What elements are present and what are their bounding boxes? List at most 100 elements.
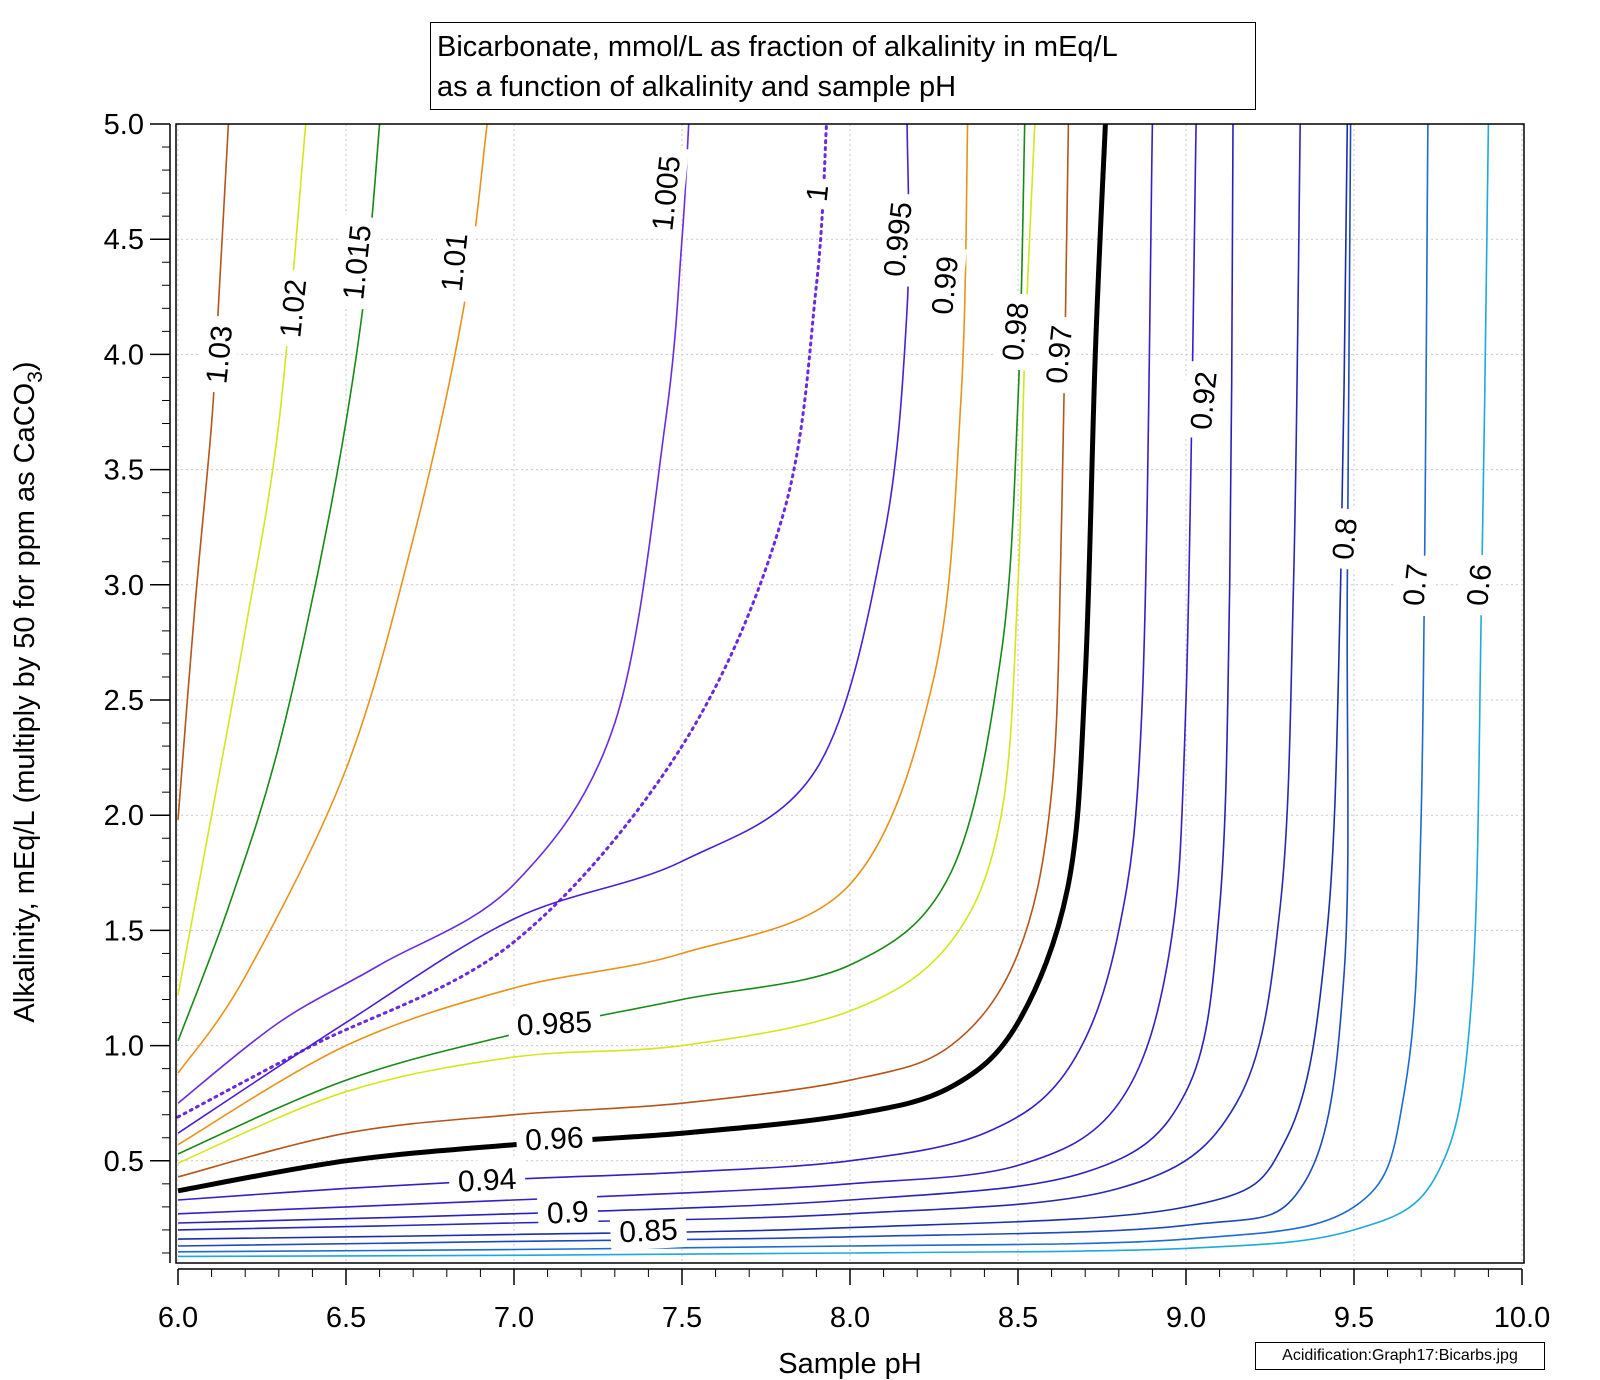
- contour-label-bg: [991, 291, 1038, 372]
- contour-line-0.96: [177, 123, 1108, 1194]
- contour-line-0.985: [177, 123, 1026, 1155]
- y-tick-label: 1.0: [104, 1031, 144, 1063]
- x-tick-label: 9.5: [1334, 1302, 1374, 1334]
- contour-label-1.005: 1.005: [641, 145, 689, 241]
- x-tick-label: 8.0: [830, 1302, 870, 1334]
- contour-label-0.98: 0.98: [991, 291, 1038, 372]
- contour-label-text: 0.7: [1397, 562, 1434, 607]
- contour-label-text: 0.97: [1040, 324, 1079, 386]
- grid-lines: [176, 124, 1524, 1263]
- contour-label-bg: [448, 1158, 527, 1201]
- contour-label-text: 0.8: [1327, 516, 1364, 561]
- contour-label-bg: [609, 1208, 688, 1251]
- contour-label-bg: [873, 191, 921, 287]
- contour-label-0.92: 0.92: [1179, 360, 1226, 441]
- contour-label-text: 1.005: [646, 154, 687, 232]
- contour-label-1.015: 1.015: [332, 214, 380, 310]
- x-tick-label: 9.0: [1166, 1302, 1206, 1334]
- contour-label-bg: [1179, 360, 1226, 441]
- contour-label-text: 1: [801, 183, 836, 203]
- contour-label-text: 0.99: [926, 255, 965, 317]
- y-tick-label: 4.5: [104, 224, 144, 256]
- contour-line-0.97: [177, 123, 1070, 1178]
- contour-label-text: 1.02: [274, 278, 313, 340]
- contour-label-text: 0.9: [546, 1195, 589, 1230]
- y-axis-label-subscript: 3: [24, 371, 47, 383]
- contour-label-bg: [1321, 506, 1366, 571]
- y-tick-label: 3.0: [104, 570, 144, 602]
- contour-label-0.6: 0.6: [1456, 552, 1501, 617]
- x-tick-label: 7.5: [662, 1302, 702, 1334]
- contour-label-0.96: 0.96: [515, 1116, 594, 1159]
- contour-line-1.02: [177, 123, 307, 996]
- y-tick-label: 5.0: [104, 109, 144, 141]
- contour-label-0.99: 0.99: [921, 245, 967, 326]
- contour-label-text: 0.98: [997, 301, 1036, 363]
- contour-label-text: 1.03: [200, 324, 239, 386]
- graph-source-label: Acidification:Graph17:Bicarbs.jpg: [1255, 1342, 1545, 1370]
- y-tick-label: 3.5: [104, 455, 144, 487]
- contour-label-bg: [1456, 552, 1501, 617]
- chart-title: Bicarbonate, mmol/L as fraction of alkal…: [430, 22, 1256, 110]
- contour-label-text: 0.985: [516, 1006, 593, 1043]
- contour-label-bg: [1392, 552, 1437, 617]
- contour-label-0.97: 0.97: [1035, 314, 1082, 395]
- contour-line-0.7: [177, 123, 1429, 1253]
- contour-label-text: 0.92: [1185, 370, 1224, 432]
- contour-label-bg: [515, 1116, 594, 1159]
- contour-label-bg: [195, 314, 242, 395]
- y-axis-label: Alkalinity, mEq/L (multiply by 50 for pp…: [9, 361, 47, 1022]
- y-tick-label: 4.0: [104, 339, 144, 371]
- contour-label-1.03: 1.03: [195, 314, 242, 395]
- contour-line-0.85: [177, 123, 1349, 1240]
- y-tick-label: 0.5: [104, 1146, 144, 1178]
- contour-line-1: [176, 122, 828, 1119]
- contour-label-0.85: 0.85: [609, 1208, 688, 1251]
- contour-label-0.995: 0.995: [873, 191, 921, 287]
- contour-label-1.02: 1.02: [269, 268, 316, 349]
- contour-line-0.99: [177, 123, 969, 1146]
- contour-line-1.03: [177, 123, 230, 820]
- contour-label-0.985: 0.985: [507, 1001, 602, 1044]
- contour-label-text: 0.85: [618, 1213, 678, 1249]
- axes: 6.0 6.5 7.0 7.5 8.0 8.5 9.0 9.5 10.0 0.5 1.0 1.5 2.0…: [104, 109, 1551, 1334]
- contour-label-0.7: 0.7: [1392, 552, 1437, 617]
- contour-line-1.005: [177, 123, 690, 1104]
- y-tick-label: 2.5: [104, 685, 144, 717]
- contour-line-0.8: [177, 123, 1352, 1247]
- contour-label-0.9: 0.9: [536, 1190, 599, 1233]
- contour-label-text: 1.01: [436, 232, 475, 294]
- contour-label-bg: [332, 214, 380, 310]
- contour-label-0.8: 0.8: [1321, 506, 1366, 571]
- x-tick-label: 6.5: [326, 1302, 366, 1334]
- chart-title-line-1: Bicarbonate, mmol/L as fraction of alkal…: [437, 31, 1118, 63]
- contour-label-1.01: 1.01: [430, 222, 477, 302]
- x-tick-label: 8.5: [998, 1302, 1038, 1334]
- contour-label-text: 0.6: [1461, 562, 1498, 607]
- contour-line-0.94: [177, 123, 1197, 1215]
- contour-line-0.92: [177, 123, 1234, 1224]
- plot-frame: [175, 123, 1525, 1264]
- x-tick-label: 10.0: [1494, 1302, 1550, 1334]
- contour-label-0.94: 0.94: [448, 1158, 527, 1201]
- x-tick-label: 6.0: [158, 1302, 198, 1334]
- y-tick-label: 2.0: [104, 800, 144, 832]
- y-axis-label-close: ): [9, 361, 41, 371]
- chart-title-line-2: as a function of alkalinity and sample p…: [437, 71, 957, 103]
- contour-line-0.98: [177, 123, 1036, 1164]
- contour-label-1: 1: [796, 177, 837, 210]
- contour-label-bg: [1035, 314, 1082, 395]
- contour-line-0.995: [177, 123, 910, 1134]
- contour-label-bg: [536, 1190, 599, 1233]
- y-axis-label-main: Alkalinity, mEq/L (multiply by 50 for pp…: [9, 383, 41, 1023]
- contour-label-bg: [507, 1001, 602, 1044]
- contour-line-0.9: [177, 123, 1301, 1231]
- contour-label-text: 0.96: [524, 1121, 584, 1157]
- contour-label-bg: [430, 222, 477, 302]
- contour-label-text: 0.995: [878, 200, 919, 278]
- x-axis-label: Sample pH: [778, 1348, 921, 1380]
- contour-label-text: 1.015: [337, 223, 378, 301]
- contour-lines: [176, 122, 1490, 1258]
